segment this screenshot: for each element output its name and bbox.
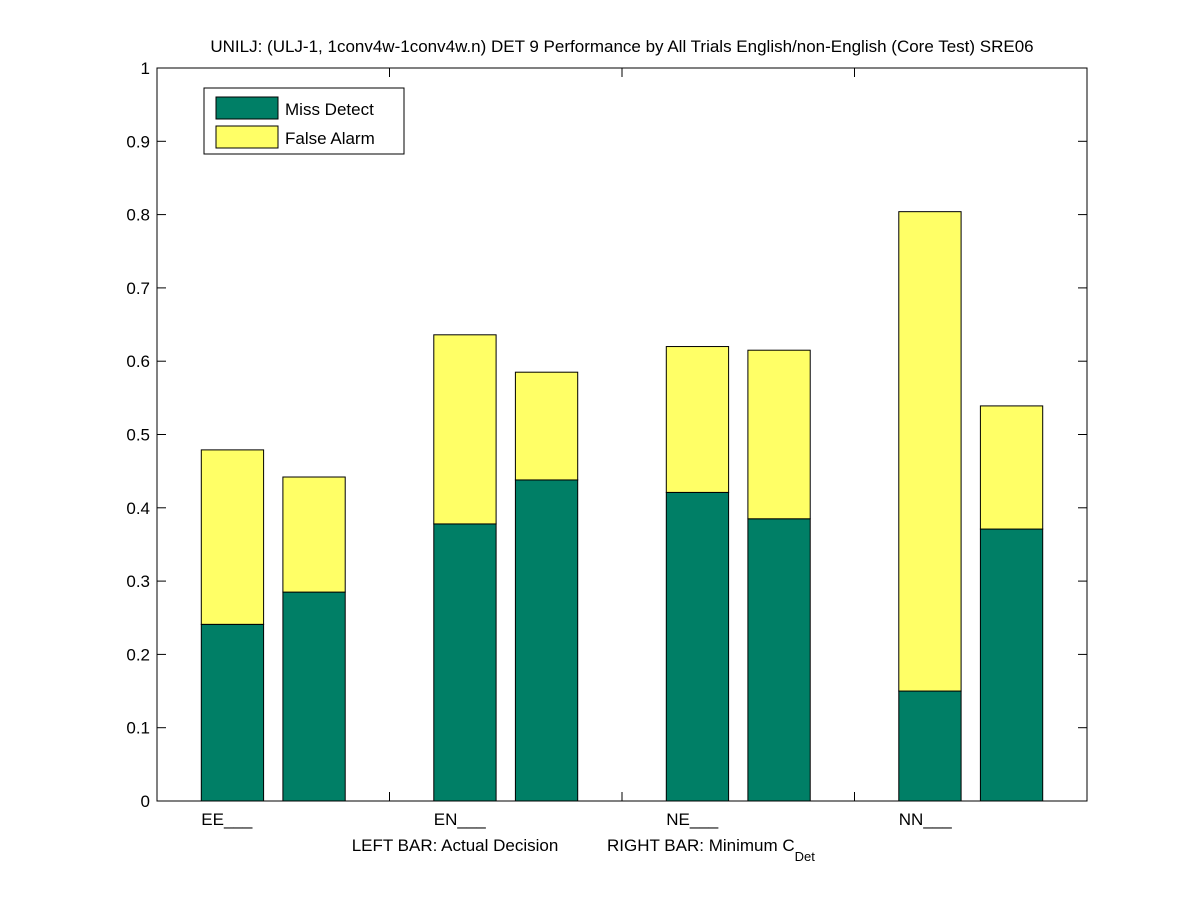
chart-title: UNILJ: (ULJ-1, 1conv4w-1conv4w.n) DET 9 … [210,37,1033,56]
y-tick-label: 0 [141,792,150,811]
bar-false-alarm [200,449,265,625]
legend-label-miss-detect: Miss Detect [285,100,374,119]
bars [200,211,1044,802]
x-axis-label-right-main: RIGHT BAR: Minimum C [607,836,795,855]
legend-swatch-miss-detect [215,96,279,120]
bar-miss-detect [898,690,962,802]
plot-frame [156,67,1088,802]
y-tick-label: 0.7 [126,279,150,298]
x-axis-label-right-subscript: Det [795,849,816,864]
x-axis-label-right: RIGHT BAR: Minimum CDet [607,836,815,864]
bar-miss-detect [665,491,730,802]
legend: Miss Detect False Alarm [203,87,405,155]
y-tick-label: 0.1 [126,719,150,738]
y-tick-label: 0.8 [126,206,150,225]
bar-miss-detect [200,623,265,802]
y-tick-label: 0.9 [126,132,150,151]
y-tick-label: 1 [141,59,150,78]
bar-miss-detect [282,591,346,802]
legend-label-false-alarm: False Alarm [285,129,375,148]
y-tick-label: 0.4 [126,499,150,518]
bar-false-alarm [979,405,1044,530]
bar-false-alarm [514,371,579,481]
bar-false-alarm [433,334,497,525]
bar-false-alarm [747,349,811,520]
y-tick-label: 0.5 [126,426,150,445]
x-tick-label: EN___ [434,810,487,829]
axis-ticks [157,67,1087,802]
y-tick-label: 0.2 [126,645,150,664]
x-tick-label: EE___ [201,810,253,829]
bar-miss-detect [433,523,497,802]
y-tick-label: 0.6 [126,352,150,371]
bar-false-alarm [282,476,346,593]
x-tick-label: NN___ [899,810,952,829]
y-tick-label: 0.3 [126,572,150,591]
y-tick-labels: 0 0.1 0.2 0.3 0.4 0.5 0.6 0.7 0.8 0.9 1 [126,59,150,811]
legend-swatch-false-alarm [215,125,279,149]
bar-miss-detect [747,518,811,802]
bar-miss-detect [979,528,1044,802]
bar-miss-detect [514,479,579,802]
x-axis-label-left: LEFT BAR: Actual Decision [352,836,559,855]
bar-false-alarm [665,346,730,493]
bar-false-alarm [898,211,962,692]
x-tick-labels: EE___ EN___ NE___ NN___ [201,810,952,829]
x-tick-label: NE___ [666,810,719,829]
